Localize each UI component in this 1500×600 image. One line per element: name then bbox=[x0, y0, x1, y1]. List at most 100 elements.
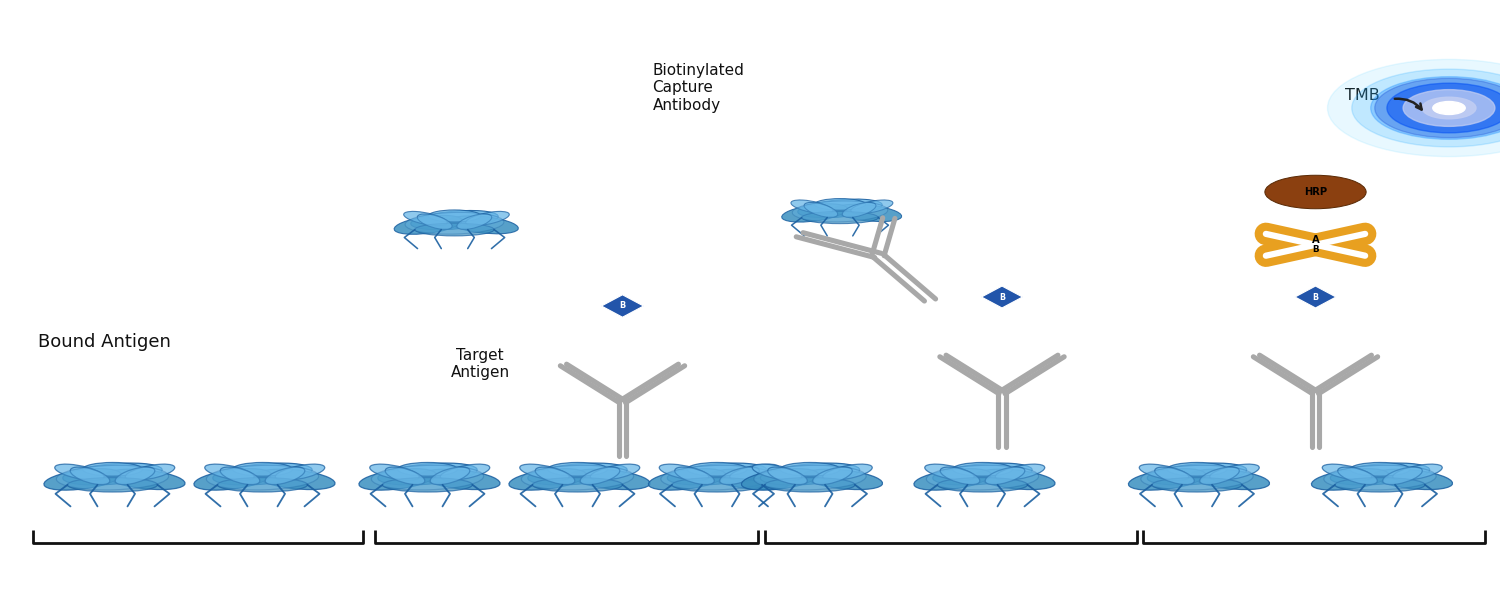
Ellipse shape bbox=[1311, 469, 1389, 490]
Ellipse shape bbox=[106, 469, 184, 490]
Ellipse shape bbox=[386, 467, 424, 485]
Ellipse shape bbox=[1142, 465, 1252, 490]
Ellipse shape bbox=[536, 467, 574, 485]
Ellipse shape bbox=[528, 463, 627, 485]
Ellipse shape bbox=[1350, 463, 1410, 476]
Circle shape bbox=[1328, 59, 1500, 157]
Ellipse shape bbox=[672, 478, 762, 492]
Ellipse shape bbox=[780, 463, 840, 476]
Polygon shape bbox=[602, 295, 644, 317]
Ellipse shape bbox=[427, 210, 482, 222]
Ellipse shape bbox=[648, 469, 726, 490]
Ellipse shape bbox=[509, 469, 586, 490]
Ellipse shape bbox=[1200, 467, 1239, 485]
Ellipse shape bbox=[687, 463, 747, 476]
Ellipse shape bbox=[213, 463, 312, 485]
Ellipse shape bbox=[70, 467, 110, 485]
Ellipse shape bbox=[850, 200, 892, 214]
Ellipse shape bbox=[1191, 469, 1269, 490]
Ellipse shape bbox=[232, 463, 292, 476]
Text: TMB: TMB bbox=[1344, 88, 1380, 103]
Ellipse shape bbox=[976, 469, 1054, 490]
Ellipse shape bbox=[1148, 463, 1246, 485]
Ellipse shape bbox=[1209, 464, 1260, 480]
Circle shape bbox=[1374, 79, 1500, 138]
Ellipse shape bbox=[398, 463, 458, 476]
Ellipse shape bbox=[68, 478, 158, 492]
Ellipse shape bbox=[1383, 467, 1422, 485]
Ellipse shape bbox=[994, 464, 1045, 480]
Ellipse shape bbox=[44, 469, 122, 490]
Ellipse shape bbox=[404, 211, 447, 226]
Ellipse shape bbox=[933, 463, 1032, 485]
Ellipse shape bbox=[448, 216, 519, 234]
Ellipse shape bbox=[720, 467, 759, 485]
Ellipse shape bbox=[440, 464, 491, 480]
Ellipse shape bbox=[782, 204, 847, 222]
Ellipse shape bbox=[952, 463, 1012, 476]
Ellipse shape bbox=[668, 463, 766, 485]
Ellipse shape bbox=[256, 469, 334, 490]
Ellipse shape bbox=[54, 464, 105, 480]
Ellipse shape bbox=[57, 465, 168, 490]
Ellipse shape bbox=[927, 465, 1038, 490]
Ellipse shape bbox=[1138, 464, 1190, 480]
Ellipse shape bbox=[430, 467, 470, 485]
Circle shape bbox=[1422, 97, 1476, 119]
Ellipse shape bbox=[1330, 463, 1430, 485]
Ellipse shape bbox=[815, 199, 866, 210]
Ellipse shape bbox=[394, 215, 462, 234]
Ellipse shape bbox=[416, 223, 494, 236]
Ellipse shape bbox=[1335, 478, 1425, 492]
Ellipse shape bbox=[532, 478, 622, 492]
Text: Target
Antigen: Target Antigen bbox=[450, 348, 510, 380]
Ellipse shape bbox=[1322, 464, 1372, 480]
Ellipse shape bbox=[274, 464, 326, 480]
Ellipse shape bbox=[754, 465, 865, 490]
Ellipse shape bbox=[804, 469, 882, 490]
Ellipse shape bbox=[768, 467, 807, 485]
Text: B: B bbox=[1312, 245, 1318, 254]
Ellipse shape bbox=[1152, 478, 1242, 492]
Ellipse shape bbox=[1167, 463, 1227, 476]
Polygon shape bbox=[981, 286, 1023, 308]
Ellipse shape bbox=[266, 467, 305, 485]
Ellipse shape bbox=[458, 214, 492, 229]
Text: B: B bbox=[1312, 292, 1318, 301]
Ellipse shape bbox=[519, 464, 570, 480]
Text: Bound Antigen: Bound Antigen bbox=[38, 333, 171, 351]
Ellipse shape bbox=[1155, 467, 1194, 485]
Ellipse shape bbox=[358, 469, 436, 490]
Ellipse shape bbox=[834, 204, 902, 221]
Ellipse shape bbox=[382, 478, 472, 492]
Ellipse shape bbox=[405, 212, 504, 234]
Ellipse shape bbox=[204, 464, 255, 480]
Ellipse shape bbox=[124, 464, 176, 480]
Ellipse shape bbox=[752, 464, 802, 480]
Ellipse shape bbox=[1392, 464, 1443, 480]
Ellipse shape bbox=[822, 464, 873, 480]
Circle shape bbox=[1352, 69, 1500, 147]
Ellipse shape bbox=[207, 465, 318, 490]
Ellipse shape bbox=[662, 465, 772, 490]
Ellipse shape bbox=[372, 465, 483, 490]
Text: A: A bbox=[1311, 235, 1320, 245]
Ellipse shape bbox=[729, 464, 780, 480]
Ellipse shape bbox=[760, 463, 859, 485]
Ellipse shape bbox=[741, 469, 819, 490]
Text: Biotinylated
Capture
Antibody: Biotinylated Capture Antibody bbox=[652, 63, 744, 113]
Text: HRP: HRP bbox=[1304, 187, 1328, 197]
Ellipse shape bbox=[422, 469, 500, 490]
Ellipse shape bbox=[798, 199, 882, 218]
Ellipse shape bbox=[802, 211, 879, 224]
Ellipse shape bbox=[914, 469, 992, 490]
Ellipse shape bbox=[1264, 175, 1366, 209]
Ellipse shape bbox=[378, 463, 477, 485]
Ellipse shape bbox=[220, 467, 260, 485]
Ellipse shape bbox=[580, 467, 620, 485]
Ellipse shape bbox=[411, 211, 498, 230]
Ellipse shape bbox=[792, 201, 888, 222]
Ellipse shape bbox=[194, 469, 272, 490]
Circle shape bbox=[1432, 101, 1466, 115]
Ellipse shape bbox=[804, 202, 837, 217]
